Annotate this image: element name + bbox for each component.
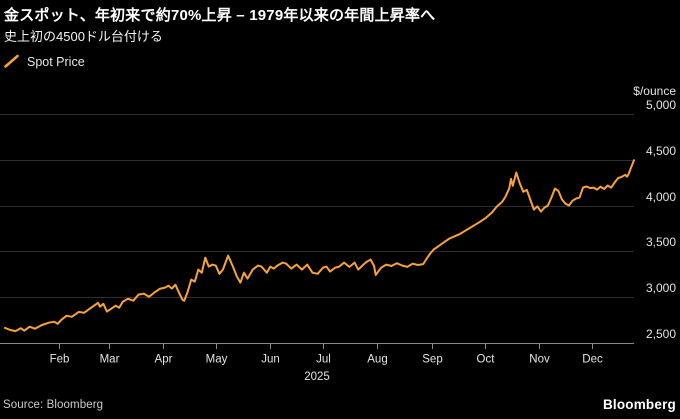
x-tick-label: Feb (50, 354, 70, 366)
x-tick-label: Jul (316, 354, 331, 366)
y-axis-unit: $/ounce (633, 84, 676, 98)
y-axis-label: 3,500 (646, 235, 676, 249)
line-series-icon (4, 54, 19, 68)
x-tick-label: Dec (582, 354, 603, 366)
x-tick-label: Aug (367, 354, 387, 366)
x-axis-year-label: 2025 (304, 371, 330, 383)
y-axis-label: 3,000 (646, 281, 676, 295)
x-tick-label: Jun (261, 354, 280, 366)
x-tick-label: Mar (100, 354, 120, 366)
source-note: Source: Bloomberg (3, 399, 104, 411)
chart-subtitle: 史上初の4500ドル台付ける (4, 29, 163, 44)
chart-title: 金スポット、年初来で約70%上昇 – 1979年以来の年間上昇率へ (4, 7, 436, 24)
y-axis-label: 4,500 (646, 144, 676, 158)
legend: Spot Price (4, 54, 85, 69)
y-axis-label: 4,000 (646, 190, 676, 204)
bloomberg-logo: Bloomberg (602, 397, 676, 412)
x-tick-label: May (206, 354, 228, 366)
x-tick-label: Apr (155, 354, 173, 366)
x-tick-label: Nov (529, 354, 550, 366)
y-axis-label: 2,500 (646, 327, 676, 341)
x-tick-label: Oct (477, 354, 496, 366)
legend-label: Spot Price (27, 54, 85, 69)
spot-price-line (4, 159, 635, 333)
y-axis-label: 5,000 (646, 98, 676, 112)
x-tick-label: Sep (422, 354, 442, 366)
